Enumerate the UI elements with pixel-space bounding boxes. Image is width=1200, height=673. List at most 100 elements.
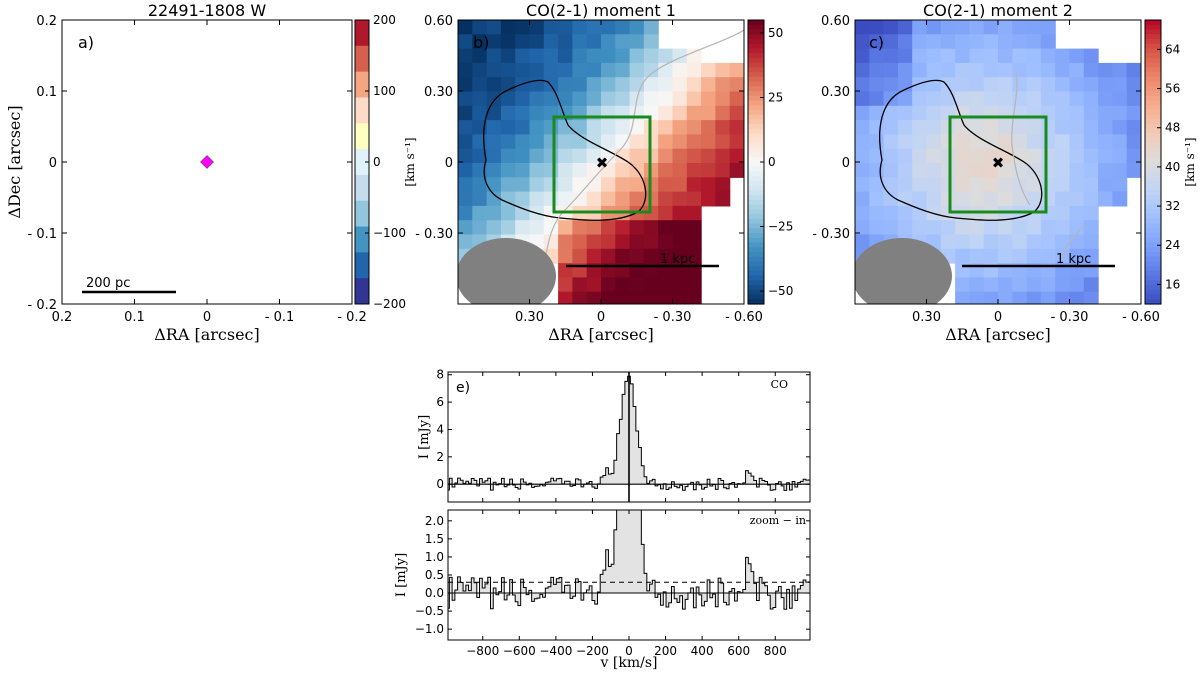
map-pixel [458,220,473,236]
map-pixel [883,177,899,193]
panel-b-scalebar-label: 1 kpc [660,252,695,267]
spectrum-ytick-label: 4 [436,422,444,436]
map-pixel [883,62,899,78]
panel-b-ytick-label: 0.60 [424,14,453,29]
map-pixel [615,148,631,164]
panel-b-colorbar-swatch [748,190,764,196]
panel-b-colorbar-swatch [748,199,764,206]
panel-c-colorbar-swatch [1145,100,1161,106]
map-pixel [1069,177,1085,193]
panel-a-title: 22491-1808 W [148,1,266,20]
map-pixel [955,291,970,304]
map-pixel [855,62,870,78]
map-pixel [629,62,645,78]
map-pixel [458,62,473,78]
map-pixel [1055,48,1071,64]
map-pixel [897,34,913,50]
panel-c-colorbar-swatch [1145,275,1161,281]
map-pixel [998,48,1013,64]
panel-a-colorbar-swatch [355,20,369,47]
map-pixel [629,20,645,35]
map-pixel [998,234,1013,250]
map-pixel [543,134,559,150]
map-pixel [983,48,999,64]
panel-a-colorbar-swatch [355,252,369,279]
panel-b-title: CO(2-1) moment 1 [526,1,676,20]
map-pixel [543,48,559,64]
map-pixel [486,48,502,64]
map-pixel [955,134,970,150]
map-pixel [543,77,559,93]
panel-c-colorbar-swatch [1145,228,1161,234]
map-pixel [912,20,928,35]
panel-a-xlabel: ΔRA [arcsec] [154,325,260,344]
map-pixel [1026,91,1042,107]
map-pixel [969,277,985,293]
map-pixel [1012,163,1028,178]
map-pixel [686,205,702,221]
map-pixel [529,220,545,236]
map-pixel [983,20,999,35]
map-pixel [529,20,545,35]
map-pixel [912,91,928,107]
map-pixel [572,177,588,193]
map-pixel [1083,191,1099,207]
map-pixel [558,291,573,304]
map-pixel [472,48,488,64]
panel-c-colorbar-swatch [1145,20,1161,26]
panel-b-colorbar-swatch [748,67,764,73]
panel-b-colorbar-swatch [748,72,764,78]
map-pixel [1083,62,1099,78]
panel-b-contour [483,79,647,221]
map-pixel [629,148,645,164]
spectrum-zoom-xtick-label: 200 [654,644,677,658]
map-pixel [998,277,1013,293]
map-pixel [686,148,702,164]
map-pixel [940,220,956,236]
map-pixel [1040,62,1056,78]
map-pixel [686,62,702,78]
map-pixel [672,220,688,236]
map-pixel [586,234,602,250]
map-pixel [940,134,956,150]
panel-c-colorbar-swatch [1145,24,1161,31]
map-pixel [672,234,688,250]
map-pixel [1083,220,1099,236]
panel-c-colorbar-swatch [1145,81,1161,87]
map-pixel [940,234,956,250]
panel-b-colorbar-swatch [748,266,764,272]
map-pixel [629,234,645,250]
map-pixel [672,248,688,264]
panel-c-title: CO(2-1) moment 2 [923,1,1073,20]
map-pixel [701,191,716,207]
map-pixel [686,91,702,107]
map-pixel [983,91,999,107]
map-pixel [940,20,956,35]
map-pixel [1012,62,1028,78]
panel-c-colorbar-swatch [1145,109,1161,116]
map-pixel [897,191,913,207]
map-pixel [586,148,602,164]
panel-c-ytick-label: 0 [842,156,850,171]
map-pixel [529,191,545,207]
map-pixel [912,191,928,207]
map-pixel [658,120,674,135]
map-pixel [572,163,588,178]
map-pixel [486,34,502,50]
panel-b-colorbar-swatch [748,133,764,139]
map-pixel [1055,191,1071,207]
map-pixel [969,163,985,178]
map-pixel [615,277,631,293]
panel-a-colorbar-swatch [355,149,369,176]
map-pixel [543,148,559,164]
panel-b-colorbar-swatch [748,204,764,210]
map-pixel [1055,148,1071,164]
panel-b-beam [458,238,556,304]
panel-a-ytick-label: 0.2 [36,14,57,29]
map-pixel [1098,62,1113,78]
map-pixel [615,177,631,193]
map-pixel [1040,134,1056,150]
map-pixel [1112,163,1128,178]
map-pixel [869,91,885,107]
map-pixel [558,148,573,164]
